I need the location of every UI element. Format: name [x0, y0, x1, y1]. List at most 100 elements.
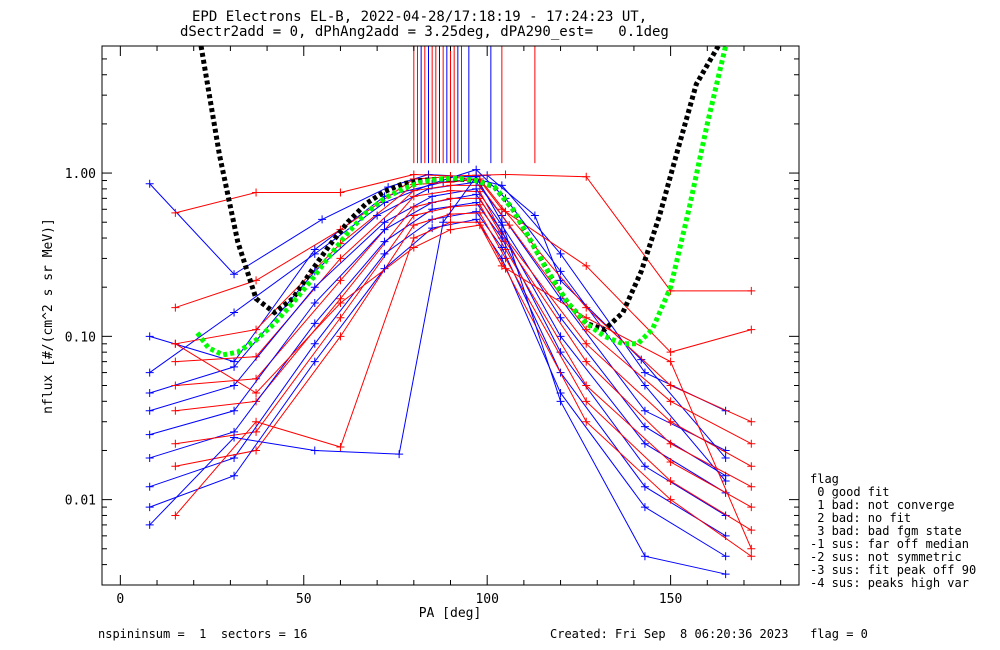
series-line — [175, 197, 752, 488]
data-point — [409, 211, 418, 220]
data-point — [373, 211, 382, 220]
data-point — [505, 221, 514, 230]
data-point — [721, 570, 730, 579]
data-point — [556, 249, 565, 258]
data-point — [380, 264, 389, 273]
legend-entry: -3 sus: fit peak off 90 — [810, 563, 977, 577]
y-tick-label: 0.01 — [65, 494, 96, 509]
data-point — [747, 526, 756, 535]
series-line — [175, 212, 752, 531]
data-point — [640, 406, 649, 415]
data-point — [556, 313, 565, 322]
data-point — [171, 381, 180, 390]
data-point — [556, 397, 565, 406]
x-axis-label: PA [deg] — [419, 606, 482, 621]
data-point — [145, 482, 154, 491]
data-point — [336, 299, 345, 308]
data-point — [475, 208, 484, 217]
data-point — [640, 462, 649, 471]
series-line — [149, 173, 727, 459]
data-point — [556, 348, 565, 357]
data-point — [252, 397, 261, 406]
data-point — [409, 243, 418, 252]
data-point — [446, 194, 455, 203]
data-point — [230, 308, 239, 317]
data-point — [230, 362, 239, 371]
legend-entry: -2 sus: not symmetric — [810, 550, 962, 564]
data-point — [171, 339, 180, 348]
data-point — [252, 417, 261, 426]
series-line — [149, 188, 726, 477]
data-point — [475, 200, 484, 209]
data-point — [230, 270, 239, 279]
data-point — [428, 205, 437, 214]
data-point — [497, 181, 506, 190]
data-point — [747, 325, 756, 334]
footer-created-info: Created: Fri Sep 8 06:20:36 2023 flag = … — [550, 627, 868, 641]
y-axis-label: nflux [#/(cm^2 s sr MeV)] — [41, 218, 56, 414]
data-point — [640, 482, 649, 491]
data-point — [501, 207, 510, 216]
data-point — [556, 267, 565, 276]
series-line — [175, 184, 752, 445]
data-point — [472, 207, 481, 216]
data-point — [145, 388, 154, 397]
data-point — [446, 202, 455, 211]
data-point — [747, 544, 756, 553]
data-point — [640, 381, 649, 390]
legend-entry: -4 sus: peaks high var — [810, 576, 969, 590]
data-point — [252, 388, 261, 397]
x-tick-label: 0 — [116, 592, 124, 607]
chart-title-line2: dSectr2add = 0, dPhAng2add = 3.25deg, dP… — [180, 24, 669, 40]
data-point — [666, 397, 675, 406]
data-point — [336, 276, 345, 285]
data-point — [336, 254, 345, 263]
series-line — [149, 201, 726, 516]
data-point — [252, 188, 261, 197]
data-point — [171, 406, 180, 415]
data-point — [666, 357, 675, 366]
data-point — [666, 381, 675, 390]
y-tick-label: 1.00 — [65, 167, 96, 182]
data-point — [582, 303, 591, 312]
data-point — [666, 457, 675, 466]
data-point — [380, 218, 389, 227]
data-point — [582, 261, 591, 270]
data-point — [318, 215, 327, 224]
data-point — [409, 202, 418, 211]
data-point — [640, 439, 649, 448]
data-point — [145, 332, 154, 341]
data-point — [446, 225, 455, 234]
data-point — [666, 495, 675, 504]
legend-entry: -1 sus: far off median — [810, 537, 969, 551]
data-point — [666, 439, 675, 448]
data-point — [582, 417, 591, 426]
data-point — [501, 170, 510, 179]
data-point — [472, 165, 481, 174]
data-point — [380, 237, 389, 246]
series-line — [175, 224, 752, 549]
data-point — [747, 462, 756, 471]
series-line — [149, 181, 726, 451]
data-point — [747, 503, 756, 512]
series-line — [149, 178, 726, 412]
data-point — [230, 433, 239, 442]
data-point — [472, 190, 481, 199]
data-point — [409, 221, 418, 230]
data-point — [747, 482, 756, 491]
data-point — [171, 208, 180, 217]
data-point — [171, 303, 180, 312]
data-point — [145, 453, 154, 462]
data-point — [252, 325, 261, 334]
data-point — [747, 552, 756, 561]
series-line — [175, 173, 752, 292]
data-point — [252, 427, 261, 436]
fit-curve — [198, 46, 721, 333]
data-point — [380, 225, 389, 234]
data-point — [310, 283, 319, 292]
data-point — [446, 218, 455, 227]
series-line — [174, 221, 752, 557]
data-point — [409, 234, 418, 243]
data-point — [310, 249, 319, 258]
